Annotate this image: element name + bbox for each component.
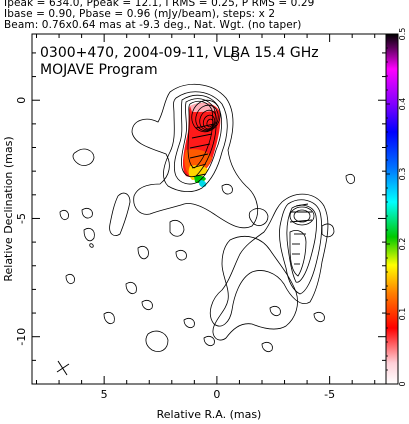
tick-label: -10 bbox=[15, 328, 28, 346]
header-line-beam: Beam: 0.76x0.64 mas at -9.3 deg., Nat. W… bbox=[4, 19, 302, 31]
colorbar-tick-label: 0.2 bbox=[398, 238, 407, 251]
tick-label: -5 bbox=[324, 388, 335, 401]
polarization-vectors bbox=[189, 123, 313, 265]
header-line-base: Ibase = 0.90, Pbase = 0.96 (mJy/beam), s… bbox=[4, 8, 276, 20]
colorbar-tick-label: 0.1 bbox=[398, 308, 407, 321]
beam-marker bbox=[56, 360, 70, 376]
axis-ticks: 5 0 -5 0 -5 -10 bbox=[15, 34, 386, 401]
colorbar-tick-label: 0.3 bbox=[398, 168, 407, 181]
tick-label: 0 bbox=[213, 388, 220, 401]
chart-title: 0300+470, 2004-09-11, VLBA 15.4 GHz bbox=[40, 45, 319, 61]
tick-label: 5 bbox=[101, 388, 108, 401]
colorbar-tick-label: 0 bbox=[398, 381, 407, 386]
tick-label: 0 bbox=[15, 97, 28, 104]
header-line-peak: Ipeak = 634.0, Ppeak = 12.1, I RMS = 0.2… bbox=[4, 0, 315, 9]
x-axis-label: Relative R.A. (mas) bbox=[157, 408, 262, 421]
colorbar-ticks: 0 0.1 0.2 0.3 0.4 0.5 bbox=[386, 28, 407, 387]
colorbar-tick-label: 0.5 bbox=[398, 28, 407, 41]
y-axis-label: Relative Declination (mas) bbox=[2, 136, 15, 281]
colorbar bbox=[385, 33, 399, 385]
intensity-contours bbox=[59, 53, 355, 352]
colorbar-tick-label: 0.4 bbox=[398, 98, 407, 111]
tick-label: -5 bbox=[15, 213, 28, 224]
chart-subtitle: MOJAVE Program bbox=[40, 62, 158, 78]
